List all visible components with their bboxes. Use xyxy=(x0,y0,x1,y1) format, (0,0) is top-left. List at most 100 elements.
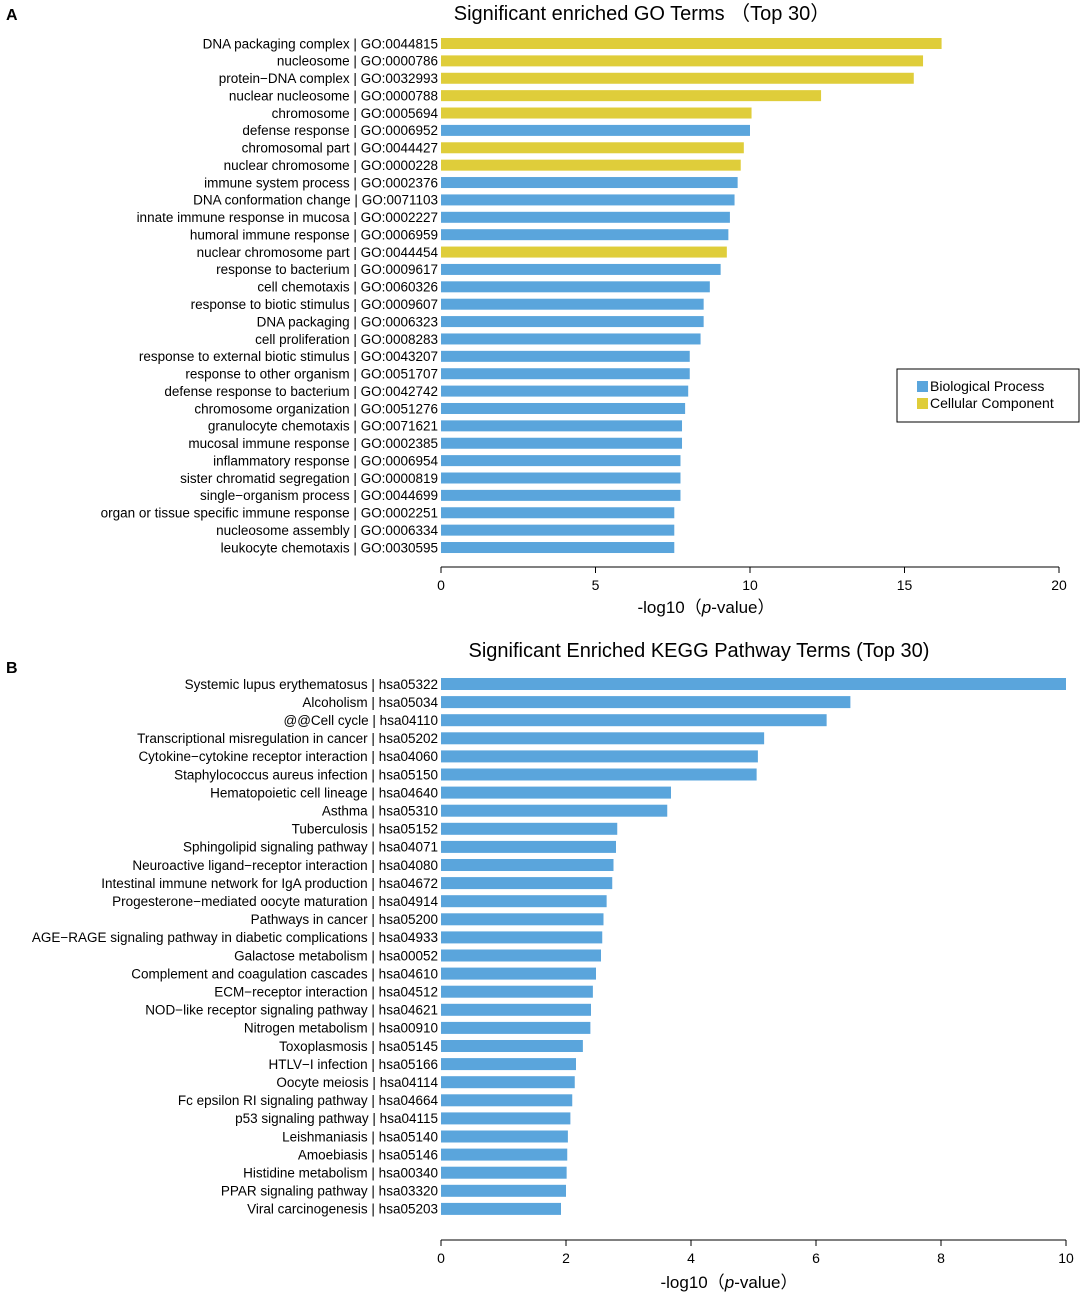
go-label-defense-response-go-0006952: defense response | GO:0006952 xyxy=(242,123,438,138)
panel-letter-a: A xyxy=(6,7,18,24)
go-bar-27 xyxy=(441,489,681,501)
kegg-bar-12 xyxy=(441,877,613,890)
go-bar-12 xyxy=(441,229,729,241)
kegg-label-complement-and-coagulation-cascades-hsa04610: Complement and coagulation cascades | hs… xyxy=(131,966,438,981)
go-label-response-to-bacterium-go-0009617: response to bacterium | GO:0009617 xyxy=(216,262,438,277)
go-bar-17 xyxy=(441,316,704,328)
kegg-label-viral-carcinogenesis-hsa05203: Viral carcinogenesis | hsa05203 xyxy=(247,1202,438,1217)
go-legend: Biological Process Cellular Component xyxy=(896,368,1080,423)
go-tick-label-5: 5 xyxy=(592,577,600,593)
kegg-bar-20 xyxy=(441,1021,591,1034)
go-tick-label-20: 20 xyxy=(1051,577,1067,593)
kegg-bar-5 xyxy=(441,750,758,763)
kegg-label-galactose-metabolism-hsa00052: Galactose metabolism | hsa00052 xyxy=(234,948,438,963)
kegg-tick-label-10: 10 xyxy=(1058,1250,1074,1266)
go-bar-1 xyxy=(441,38,942,49)
go-label-inflammatory-response-go-0006954: inflammatory response | GO:0006954 xyxy=(213,453,438,468)
go-label-chromosome-organization-go-0051276: chromosome organization | GO:0051276 xyxy=(194,401,438,416)
go-label-chromosome-go-0005694: chromosome | GO:0005694 xyxy=(272,106,439,121)
kegg-bar-10 xyxy=(441,840,616,853)
go-bar-5 xyxy=(441,107,752,119)
go-label-response-to-external-biotic-stimulus-go-0043207: response to external biotic stimulus | G… xyxy=(139,349,438,364)
kegg-xlabel-suffix: -value） xyxy=(734,1273,797,1292)
kegg-label-ecm-receptor-interaction-hsa04512: ECM−receptor interaction | hsa04512 xyxy=(214,985,438,1000)
kegg-label-progesterone-mediated-oocyte-maturation-hsa04914: Progesterone−mediated oocyte maturation … xyxy=(112,894,438,909)
kegg-bar-13 xyxy=(441,895,607,908)
kegg-bar-21 xyxy=(441,1040,583,1052)
go-bar-6 xyxy=(441,124,750,136)
go-bar-19 xyxy=(441,350,690,362)
go-label-dna-packaging-go-0006323: DNA packaging | GO:0006323 xyxy=(257,314,438,329)
go-label-dna-conformation-change-go-0071103: DNA conformation change | GO:0071103 xyxy=(193,193,438,208)
go-x-axis-title: -log10（p-value） xyxy=(637,598,774,617)
go-legend-box xyxy=(896,368,1080,423)
go-bars xyxy=(441,38,942,554)
go-label-innate-immune-response-in-mucosa-go-0002227: innate immune response in mucosa | GO:00… xyxy=(137,210,438,225)
kegg-label-fc-epsilon-ri-signaling-pathway-hsa04664: Fc epsilon RI signaling pathway | hsa046… xyxy=(178,1093,439,1108)
go-bar-18 xyxy=(441,333,701,345)
kegg-label-systemic-lupus-erythematosus-hsa05322: Systemic lupus erythematosus | hsa05322 xyxy=(185,677,438,692)
go-bar-23 xyxy=(441,420,683,432)
go-bar-9 xyxy=(441,177,738,189)
kegg-bars xyxy=(441,678,1066,1215)
kegg-x-axis: 0 2 4 6 8 10 xyxy=(437,1239,1074,1266)
kegg-bar-15 xyxy=(441,931,603,944)
go-chart-title: Significant enriched GO Terms （Top 30） xyxy=(454,2,830,25)
go-bar-20 xyxy=(441,368,690,380)
kegg-bar-2 xyxy=(441,696,851,709)
kegg-label-alcoholism-hsa05034: Alcoholism | hsa05034 xyxy=(302,695,438,710)
kegg-bar-22 xyxy=(441,1058,576,1071)
kegg-label-sphingolipid-signaling-pathway-hsa04071: Sphingolipid signaling pathway | hsa0407… xyxy=(183,840,438,855)
go-category-labels: DNA packaging complex | GO:0044815 nucleo… xyxy=(101,36,439,555)
kegg-bar-16 xyxy=(441,949,601,962)
kegg-label-leishmaniasis-hsa05140: Leishmaniasis | hsa05140 xyxy=(282,1129,438,1144)
go-tick-label-10: 10 xyxy=(742,577,758,593)
go-label-dna-packaging-complex-go-0044815: DNA packaging complex | GO:0044815 xyxy=(203,36,438,51)
kegg-bar-4 xyxy=(441,732,765,745)
go-label-defense-response-to-bacterium-go-0042742: defense response to bacterium | GO:00427… xyxy=(164,384,438,399)
go-label-sister-chromatid-segregation-go-0000819: sister chromatid segregation | GO:000081… xyxy=(180,471,438,486)
go-bar-3 xyxy=(441,72,914,84)
kegg-bar-17 xyxy=(441,967,596,980)
kegg-bar-19 xyxy=(441,1003,591,1016)
go-bar-13 xyxy=(441,246,727,258)
go-bar-16 xyxy=(441,298,704,310)
go-bar-28 xyxy=(441,507,675,519)
go-bar-15 xyxy=(441,281,710,293)
kegg-bar-30 xyxy=(441,1202,561,1215)
go-x-axis: 0 5 10 15 20 xyxy=(437,566,1067,593)
kegg-label-p53-signaling-pathway-hsa04115: p53 signaling pathway | hsa04115 xyxy=(235,1111,438,1126)
kegg-label-toxoplasmosis-hsa05145: Toxoplasmosis | hsa05145 xyxy=(279,1039,438,1054)
go-label-nuclear-chromosome-go-0000228: nuclear chromosome | GO:0000228 xyxy=(224,158,438,173)
go-bar-11 xyxy=(441,211,730,223)
kegg-label-hematopoietic-cell-lineage-hsa04640: Hematopoietic cell lineage | hsa04640 xyxy=(210,785,438,800)
legend-label-biological-process: Biological Process xyxy=(930,378,1044,394)
go-bar-10 xyxy=(441,194,735,206)
kegg-label-intestinal-immune-network-for-iga-production-hsa04672: Intestinal immune network for IgA produc… xyxy=(101,876,438,891)
go-label-response-to-other-organism-go-0051707: response to other organism | GO:0051707 xyxy=(185,367,438,382)
go-label-nucleosome-assembly-go-0006334: nucleosome assembly | GO:0006334 xyxy=(216,523,438,538)
go-label-nuclear-chromosome-part-go-0044454: nuclear chromosome part | GO:0044454 xyxy=(197,245,439,260)
go-bar-22 xyxy=(441,402,686,414)
kegg-label-nitrogen-metabolism-hsa00910: Nitrogen metabolism | hsa00910 xyxy=(244,1021,438,1036)
go-label-mucosal-immune-response-go-0002385: mucosal immune response | GO:0002385 xyxy=(188,436,438,451)
kegg-label-htlv-i-infection-hsa05166: HTLV−I infection | hsa05166 xyxy=(269,1057,439,1072)
kegg-label-cytokine-cytokine-receptor-interaction-hsa04060: Cytokine−cytokine receptor interaction |… xyxy=(138,749,438,764)
kegg-category-labels: Systemic lupus erythematosus | hsa05322 A… xyxy=(32,677,439,1217)
kegg-bar-29 xyxy=(441,1184,566,1197)
go-xlabel-suffix: -value） xyxy=(711,598,774,617)
kegg-label-asthma-hsa05310: Asthma | hsa05310 xyxy=(322,804,438,819)
go-label-single-organism-process-go-0044699: single−organism process | GO:0044699 xyxy=(200,488,438,503)
go-bar-14 xyxy=(441,263,721,275)
go-bar-21 xyxy=(441,385,689,397)
go-label-response-to-biotic-stimulus-go-0009607: response to biotic stimulus | GO:0009607 xyxy=(191,297,438,312)
kegg-tick-label-6: 6 xyxy=(812,1250,820,1266)
kegg-label-staphylococcus-aureus-infection-hsa05150: Staphylococcus aureus infection | hsa051… xyxy=(174,767,438,782)
kegg-bar-8 xyxy=(441,804,668,817)
go-bar-25 xyxy=(441,455,681,467)
kegg-bar-6 xyxy=(441,768,757,781)
go-label-immune-system-process-go-0002376: immune system process | GO:0002376 xyxy=(204,175,438,190)
kegg-xlabel-prefix: -log10（ xyxy=(660,1273,724,1292)
kegg-bar-9 xyxy=(441,822,618,835)
